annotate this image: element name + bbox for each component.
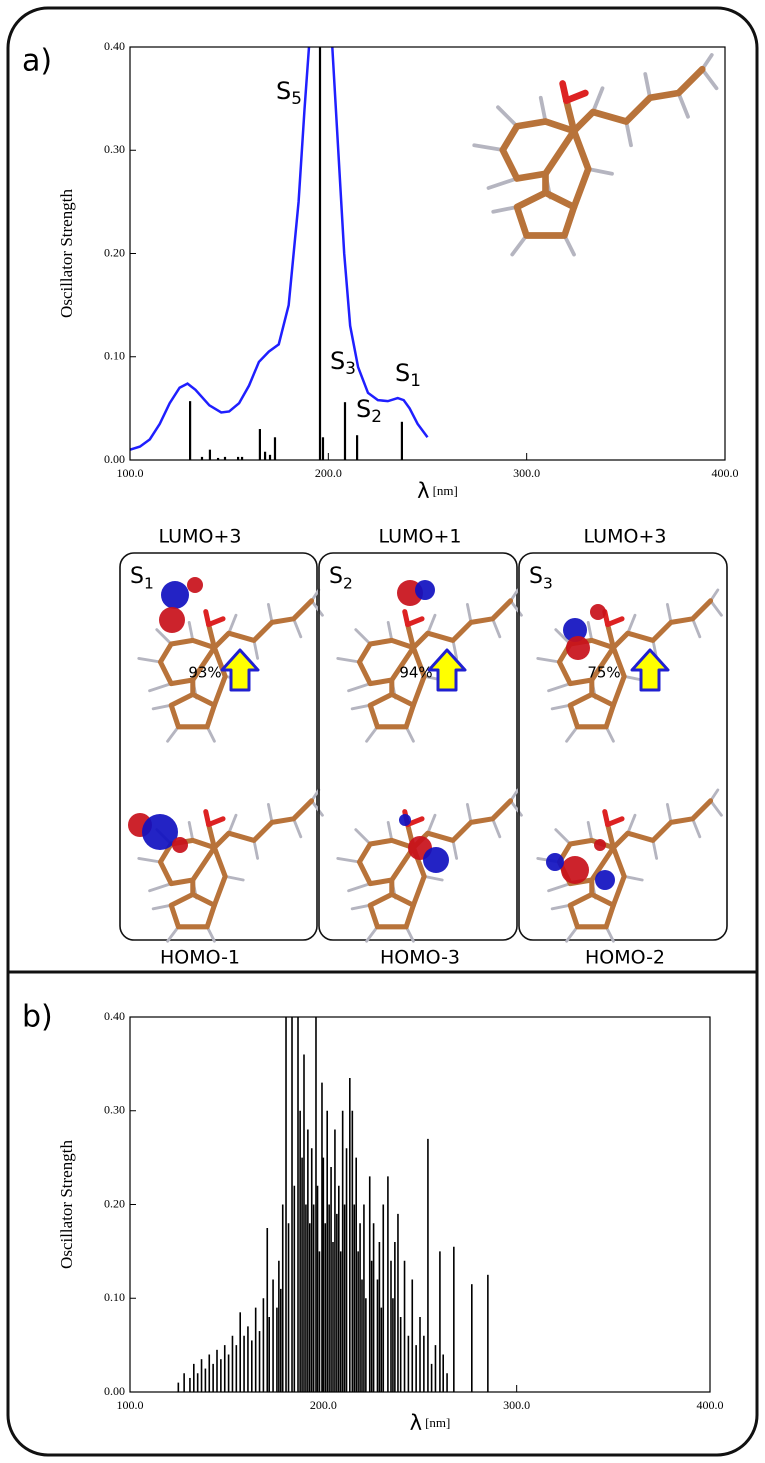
x-tick-label: 300.0 [513,466,540,480]
orbital-lobe [590,604,606,620]
x-tick-label: 200.0 [315,466,342,480]
transition-box [518,552,728,941]
transition-arrow [220,648,260,692]
state-label-base: S [329,564,343,589]
state-label: S3 [529,564,553,592]
y-tick-label: 0.20 [104,1196,125,1210]
lumo-label: LUMO+3 [584,526,667,548]
orbital-lobe [561,856,589,884]
orbital-lobe [159,607,185,633]
orbital-lobe [161,581,189,609]
orbital-lobe [563,618,587,642]
orbital-lobe [423,847,449,873]
state-label-base: S [130,564,144,589]
transition-arrow [427,648,467,692]
x-tick-label: 100.0 [117,466,144,480]
lumo-label: LUMO+3 [159,526,242,548]
y-tick-label: 0.30 [104,142,125,156]
x-axis-symbol: λ [410,1411,422,1435]
orbital-lobe [595,870,615,890]
state-annotation-sub: 5 [291,88,302,108]
homo-label: HOMO-3 [380,947,460,969]
orbital-lobe [142,814,178,850]
x-axis-unit: [nm] [433,483,458,498]
x-axis-symbol: λ [417,479,429,503]
x-tick-label: 200.0 [310,1398,337,1412]
x-axis-unit: [nm] [425,1415,450,1430]
x-tick-label: 400.0 [712,466,739,480]
y-tick-label: 0.40 [104,39,125,53]
y-tick-label: 0.10 [104,349,125,363]
lumo-label: LUMO+1 [379,526,462,548]
panel-label: a) [22,44,52,79]
state-label-base: S [529,564,543,589]
transition-arrow [630,648,670,692]
state-annotation-base: S [356,395,371,423]
orbital-lobe [399,814,411,826]
state-annotation-sub: 3 [345,358,356,378]
y-tick-label: 0.30 [104,1103,125,1117]
y-tick-label: 0.20 [104,245,125,259]
state-label: S1 [130,564,154,592]
outer-frame [6,6,759,1457]
y-axis-label: Oscillator Strength [57,1140,76,1269]
y-tick-label: 0.10 [104,1290,125,1304]
state-label-sub: 2 [343,574,353,592]
state-annotation: S1 [395,359,421,390]
homo-label: HOMO-1 [160,947,240,969]
orbital-lobe [415,580,435,600]
state-label-sub: 3 [543,574,553,592]
contribution-label: 75% [587,664,620,682]
state-annotation: S2 [356,395,382,426]
orbital-lobe [187,577,203,593]
transition-box [119,552,318,941]
state-annotation: S3 [330,347,356,378]
y-tick-label: 0.00 [104,452,125,466]
state-annotation-sub: 2 [371,406,382,426]
orbital-lobe [172,837,188,853]
x-tick-label: 300.0 [503,1398,530,1412]
x-tick-label: 100.0 [117,1398,144,1412]
state-label-sub: 1 [144,574,154,592]
orbital-lobe [594,839,606,851]
state-annotation: S5 [276,77,302,108]
panel-label: b) [22,1000,53,1035]
x-axis-label: λ [nm] [410,1411,451,1435]
orbital-lobe [546,853,564,871]
state-annotation-base: S [395,359,410,387]
state-label: S2 [329,564,353,592]
state-annotation-base: S [330,347,345,375]
spectrum-line [130,47,429,451]
transition-box [318,552,518,941]
y-tick-label: 0.40 [104,1009,125,1023]
y-tick-label: 0.00 [104,1384,125,1398]
plot-frame [129,1016,711,1393]
orbital-lobe [566,636,590,660]
state-annotation-base: S [276,77,291,105]
y-axis-label: Oscillator Strength [57,189,76,318]
contribution-label: 94% [399,664,432,682]
plot-frame [129,46,726,461]
state-annotation-sub: 1 [410,370,421,390]
homo-label: HOMO-2 [585,947,665,969]
contribution-label: 93% [188,664,221,682]
x-axis-label: λ [nm] [417,479,458,503]
x-tick-label: 400.0 [697,1398,724,1412]
